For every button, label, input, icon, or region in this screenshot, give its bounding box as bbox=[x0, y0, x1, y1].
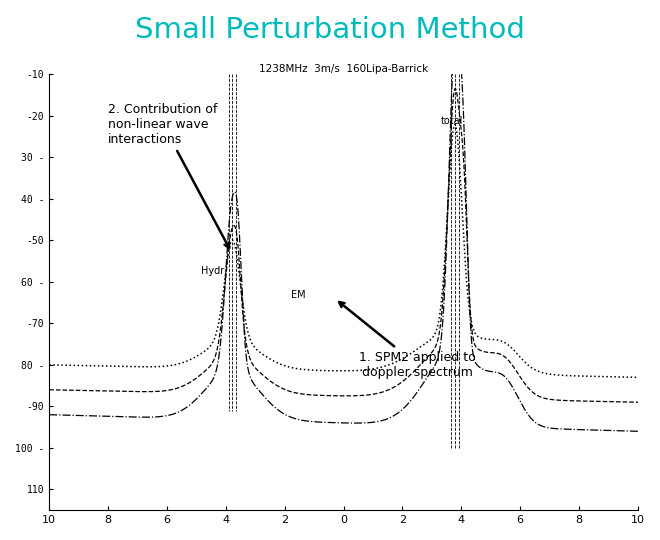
Text: Hydr: Hydr bbox=[201, 266, 224, 275]
Title: 1238MHz  3m/s  160Lipa-Barrick: 1238MHz 3m/s 160Lipa-Barrick bbox=[259, 64, 428, 73]
Text: 2. Contribution of
non-linear wave
interactions: 2. Contribution of non-linear wave inter… bbox=[108, 103, 229, 248]
Text: 1. SPM2 applied to
doppler spectrum: 1. SPM2 applied to doppler spectrum bbox=[339, 302, 476, 379]
Text: EM: EM bbox=[290, 291, 306, 300]
Text: Small Perturbation Method: Small Perturbation Method bbox=[135, 16, 525, 44]
Text: total: total bbox=[441, 116, 463, 126]
